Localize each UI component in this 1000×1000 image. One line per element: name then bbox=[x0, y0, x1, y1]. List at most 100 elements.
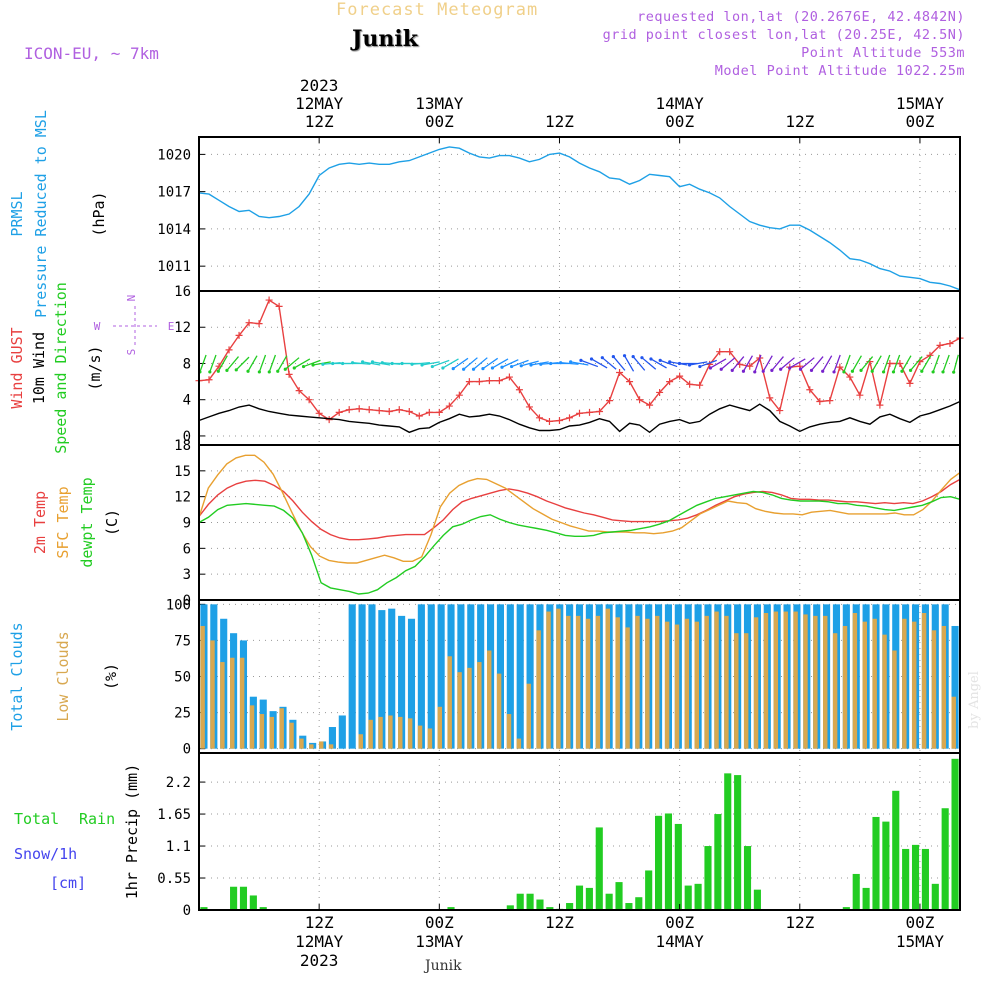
rain-bar bbox=[753, 889, 761, 910]
low_clouds-bar bbox=[230, 657, 235, 749]
model-label: ICON-EU, ~ 7km bbox=[24, 44, 159, 63]
wind-barb-head bbox=[677, 361, 682, 366]
low_clouds-bar bbox=[417, 725, 423, 749]
low_clouds-bar bbox=[467, 667, 472, 749]
location-name: Junik bbox=[352, 26, 418, 52]
low_clouds-bar bbox=[823, 615, 828, 749]
gust-marker bbox=[876, 401, 884, 409]
gust-marker bbox=[806, 386, 814, 394]
low_clouds-bar bbox=[832, 633, 838, 749]
time-top-label: 12Z bbox=[545, 112, 574, 131]
wind-barb-head bbox=[753, 370, 757, 374]
y-tick-label: 1014 bbox=[157, 222, 191, 238]
wind-barb-head bbox=[490, 366, 495, 370]
requested-coords: requested lon,lat (20.2676E, 42.4842N) bbox=[637, 9, 965, 25]
wind-barb-head bbox=[600, 356, 604, 360]
total_clouds-bar bbox=[407, 618, 416, 749]
wind-barb-head bbox=[708, 366, 713, 370]
series-sfc bbox=[198, 454, 961, 564]
low_clouds-bar bbox=[753, 617, 759, 749]
time-top-label: 13MAY bbox=[415, 94, 464, 113]
wind-barb bbox=[612, 356, 626, 371]
wind-barb-head bbox=[850, 369, 855, 373]
wind-barb-head bbox=[658, 358, 662, 362]
wind-barb-head bbox=[292, 366, 296, 370]
low_clouds-bar bbox=[496, 673, 502, 749]
low_clouds-bar bbox=[210, 640, 215, 749]
rain-bar bbox=[615, 882, 623, 910]
gust-marker bbox=[656, 388, 664, 396]
rain-bar bbox=[635, 897, 643, 910]
y-tick-label: 0.55 bbox=[157, 871, 191, 887]
low_clouds-bar bbox=[378, 716, 383, 749]
precip-side-label: Total bbox=[14, 810, 59, 828]
rain-bar bbox=[911, 844, 920, 910]
gust-marker bbox=[846, 373, 854, 381]
precip-side-label: [cm] bbox=[50, 874, 86, 892]
wind-barb bbox=[591, 358, 608, 369]
wind-barb bbox=[492, 358, 509, 369]
wind-barb bbox=[209, 354, 217, 373]
y-axis-label: (C) bbox=[103, 509, 121, 536]
y-axis-label: 2m Temp bbox=[31, 491, 49, 554]
rain-bar bbox=[724, 773, 732, 910]
gust-marker bbox=[896, 359, 904, 367]
wind-barb-head bbox=[631, 354, 635, 359]
series-t2m bbox=[198, 478, 961, 541]
gust-marker bbox=[696, 381, 704, 389]
gust-marker bbox=[285, 370, 293, 378]
wind-barb bbox=[789, 358, 806, 369]
low_clouds-bar bbox=[259, 714, 265, 749]
rain-bar bbox=[566, 903, 574, 910]
rain-bar bbox=[902, 848, 910, 910]
low_clouds-bar bbox=[684, 618, 690, 749]
gust-marker bbox=[455, 391, 463, 399]
wind-barb-head bbox=[698, 364, 702, 369]
rain-bar bbox=[200, 907, 208, 910]
low_clouds-bar bbox=[803, 614, 808, 749]
wind-barb-head bbox=[246, 369, 250, 373]
wind-barb-head bbox=[559, 361, 563, 365]
wind-barb bbox=[473, 357, 488, 370]
footer-location: Junik bbox=[425, 958, 462, 974]
time-bottom-label: 12Z bbox=[545, 913, 574, 932]
low_clouds-bar bbox=[931, 630, 937, 749]
wind-barb-head bbox=[420, 363, 424, 367]
chart-title: Forecast Meteogram bbox=[336, 0, 539, 20]
rain-bar bbox=[921, 848, 929, 910]
wind-barb-head bbox=[569, 360, 573, 364]
low_clouds-bar bbox=[694, 621, 699, 749]
time-top-label: 12Z bbox=[305, 112, 334, 131]
gust-marker bbox=[385, 407, 393, 415]
wind-barb bbox=[247, 355, 258, 372]
low_clouds-bar bbox=[763, 612, 769, 749]
gust-marker bbox=[495, 377, 503, 385]
total_clouds-bar bbox=[506, 604, 514, 749]
model-altitude: Model Point Altitude 1022.25m bbox=[714, 63, 965, 79]
wind-barb-head bbox=[462, 367, 466, 371]
time-top-label: 00Z bbox=[905, 112, 934, 131]
wind-barb-head bbox=[622, 354, 627, 358]
time-bottom-label: 13MAY bbox=[415, 932, 464, 951]
panel-precip: 0 0.55 1.1 1.65 2.2 1hr Precip (mm) Total RainS… bbox=[14, 752, 961, 919]
wind-barb bbox=[822, 355, 833, 372]
wind-barb-head bbox=[649, 357, 653, 361]
gust-marker bbox=[856, 391, 864, 399]
gust-marker bbox=[555, 417, 563, 425]
wind-barb-head bbox=[311, 363, 315, 367]
low_clouds-bar bbox=[655, 615, 660, 749]
low_clouds-bar bbox=[585, 618, 591, 749]
wind-barb-head bbox=[741, 369, 746, 373]
low_clouds-bar bbox=[486, 650, 492, 749]
low_clouds-bar bbox=[566, 615, 571, 749]
compass-cross bbox=[113, 306, 157, 346]
panel-temp: 0 3 6 9 12 15 18 2m Temp SFC Temp dewpt Temp (C) bbox=[31, 438, 961, 609]
time-bottom-label: 2023 bbox=[300, 951, 339, 970]
gust-marker bbox=[245, 319, 253, 327]
gust-marker bbox=[906, 379, 914, 387]
wind-barb-head bbox=[283, 367, 287, 371]
gust-marker bbox=[225, 346, 233, 354]
wind-barb-head bbox=[842, 370, 846, 374]
rain-bar bbox=[259, 907, 267, 910]
